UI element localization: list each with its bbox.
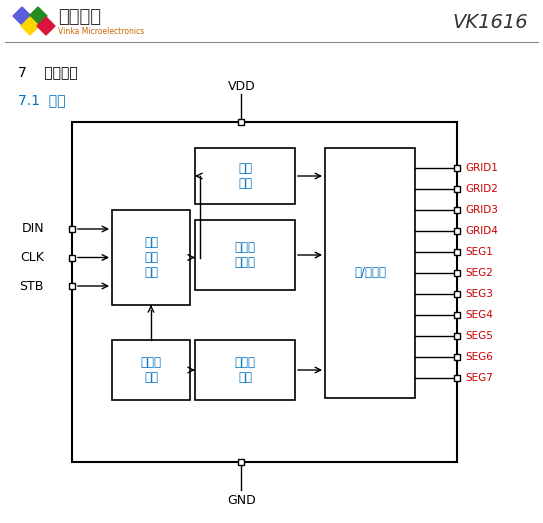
- Polygon shape: [37, 17, 55, 35]
- Bar: [112, 340, 190, 400]
- Bar: [238, 459, 244, 465]
- Bar: [454, 291, 460, 297]
- Text: Vinka Microelectronics: Vinka Microelectronics: [58, 27, 144, 36]
- Text: GND: GND: [227, 494, 256, 506]
- Bar: [195, 340, 295, 400]
- Bar: [454, 228, 460, 234]
- Text: GRID1: GRID1: [465, 163, 498, 173]
- Text: GRID4: GRID4: [465, 226, 498, 236]
- Bar: [454, 249, 460, 255]
- Text: STB: STB: [20, 279, 44, 292]
- Text: SEG2: SEG2: [465, 268, 493, 278]
- Bar: [112, 210, 190, 305]
- Bar: [69, 226, 75, 232]
- Text: SEG1: SEG1: [465, 247, 493, 257]
- Bar: [454, 207, 460, 213]
- Text: CLK: CLK: [20, 251, 44, 264]
- Bar: [69, 255, 75, 260]
- Bar: [454, 375, 460, 381]
- Text: SEG6: SEG6: [465, 352, 493, 362]
- Polygon shape: [13, 7, 31, 25]
- Bar: [195, 220, 295, 290]
- Text: SEG4: SEG4: [465, 310, 493, 320]
- Polygon shape: [29, 7, 47, 25]
- Text: 7.1  框图: 7.1 框图: [18, 93, 66, 107]
- Text: GRID3: GRID3: [465, 205, 498, 215]
- Text: SEG5: SEG5: [465, 331, 493, 341]
- Text: VK1616: VK1616: [452, 13, 528, 31]
- Text: DIN: DIN: [21, 222, 44, 235]
- Bar: [238, 119, 244, 125]
- Text: 段/位驱动: 段/位驱动: [354, 267, 386, 279]
- Bar: [454, 354, 460, 360]
- Polygon shape: [21, 17, 39, 35]
- Text: 永嘉微电: 永嘉微电: [58, 8, 101, 26]
- Bar: [454, 165, 460, 171]
- Text: SEG3: SEG3: [465, 289, 493, 299]
- Text: 7    功能说明: 7 功能说明: [18, 65, 78, 79]
- Text: 时序发
生器: 时序发 生器: [235, 356, 256, 384]
- Text: 串行
数据
端口: 串行 数据 端口: [144, 236, 158, 279]
- Text: 控制
模块: 控制 模块: [238, 162, 252, 190]
- Bar: [195, 148, 295, 204]
- Bar: [454, 333, 460, 339]
- Bar: [325, 148, 415, 398]
- Bar: [454, 312, 460, 318]
- Text: GRID2: GRID2: [465, 184, 498, 194]
- Bar: [72, 122, 457, 462]
- Text: 内置振
荡器: 内置振 荡器: [141, 356, 161, 384]
- Bar: [454, 186, 460, 192]
- Text: 显示存
储模块: 显示存 储模块: [235, 241, 256, 269]
- Bar: [454, 270, 460, 276]
- Text: VDD: VDD: [228, 79, 255, 93]
- Bar: [69, 283, 75, 289]
- Text: SEG7: SEG7: [465, 373, 493, 383]
